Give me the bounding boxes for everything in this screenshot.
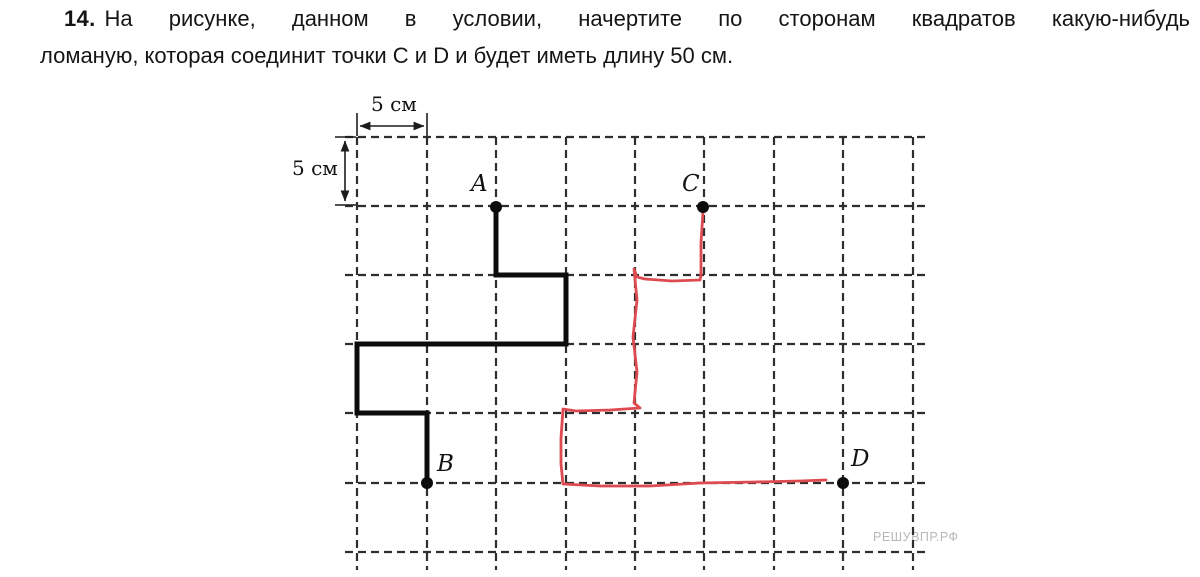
figure-svg bbox=[335, 113, 926, 570]
example-polyline-a-b bbox=[354, 207, 569, 482]
point-label-a: A bbox=[471, 171, 488, 197]
grid-figure: РЕШУВПР.РФ 5 см 5 см A B C D bbox=[0, 84, 1200, 577]
scale-label-top: 5 см bbox=[371, 92, 417, 116]
point-dot-b bbox=[421, 477, 433, 489]
point-label-b: B bbox=[437, 451, 454, 477]
point-label-d: D bbox=[851, 446, 870, 472]
point-dot-c bbox=[697, 201, 709, 213]
answer-polyline-c-d bbox=[559, 210, 828, 488]
problem-number: 14. bbox=[64, 6, 96, 31]
watermark: РЕШУВПР.РФ bbox=[873, 530, 959, 544]
point-dot-a bbox=[490, 201, 502, 213]
point-dot-d bbox=[837, 477, 849, 489]
point-label-c: C bbox=[682, 171, 700, 197]
problem-statement: 14. На рисунке, данном в условии, начерти… bbox=[40, 0, 1190, 74]
problem-line-1: 14. На рисунке, данном в условии, начерти… bbox=[40, 0, 1190, 37]
scale-label-left: 5 см bbox=[292, 156, 338, 180]
problem-text-1: На рисунке, данном в условии, начертите … bbox=[104, 6, 1190, 31]
problem-text-2: ломаную, которая соединит точки C и D и … bbox=[40, 43, 734, 68]
